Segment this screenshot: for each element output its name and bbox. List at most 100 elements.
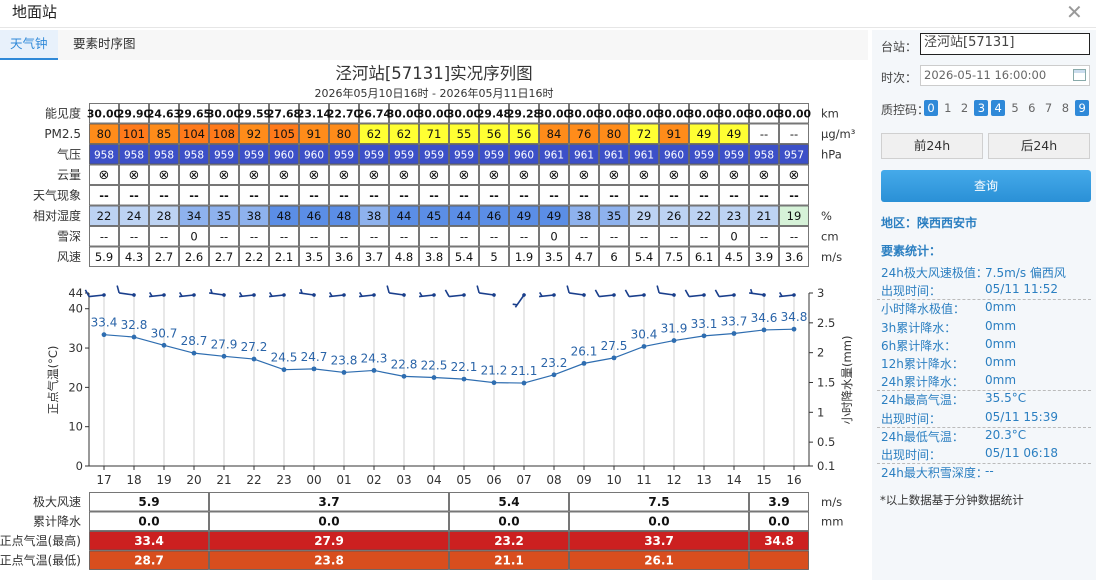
- prev-24h-button[interactable]: 前24h: [881, 133, 983, 159]
- grid-cell-value: --: [340, 230, 348, 244]
- grid-cell: [629, 226, 659, 247]
- grid-cell-value: 5: [490, 250, 497, 264]
- qc-code-7[interactable]: 7: [1044, 101, 1053, 115]
- summary-cell: [749, 531, 809, 551]
- temperature-point: [641, 344, 647, 349]
- stat-value: 7.5m/s 偏西风: [985, 266, 1066, 280]
- grid-cell-value: --: [609, 189, 619, 203]
- qc-code-8[interactable]: 8: [1061, 101, 1070, 115]
- qc-code-3[interactable]: 3: [974, 100, 989, 116]
- time-input[interactable]: 2026-05-11 16:00:00: [920, 65, 1090, 86]
- x-tick-label: 00: [306, 473, 321, 487]
- grid-cell: [329, 123, 359, 144]
- y-tick-label: 44: [68, 286, 83, 300]
- grid-cell-value: --: [699, 189, 709, 203]
- grid-cell: [569, 246, 599, 267]
- weather-clock-chart: 能见度 km30.0029.9024.6329.6530.0029.5927.68…: [0, 103, 856, 570]
- grid-cell-value: 30.00: [567, 108, 601, 121]
- grid-cell-value: 3.5: [545, 250, 563, 264]
- summary-value: 27.9: [314, 534, 344, 548]
- grid-cell: [479, 226, 509, 247]
- temperature-label: 28.7: [181, 334, 208, 348]
- grid-cell: [209, 205, 239, 226]
- grid-cell: [329, 226, 359, 247]
- grid-cell: [659, 123, 689, 144]
- grid-cell-value: 3.6: [335, 250, 353, 264]
- temperature-label: 23.8: [331, 353, 358, 367]
- grid-cell-value: 961: [634, 150, 654, 162]
- grid-cell: [689, 205, 719, 226]
- grid-cell-value: 961: [544, 150, 564, 162]
- temperature-point: [281, 367, 287, 373]
- qc-code-1[interactable]: 1: [944, 101, 952, 115]
- grid-cell: [239, 185, 269, 206]
- grid-cell-value: 961: [574, 150, 594, 162]
- grid-cell: [299, 164, 329, 185]
- qc-code-0[interactable]: 0: [924, 100, 938, 116]
- x-tick-label: 16: [786, 473, 801, 487]
- summary-cell: [209, 511, 449, 531]
- grid-cell-value: 84: [547, 127, 562, 141]
- grid-cell: [299, 123, 329, 144]
- temperature-label: 30.7: [151, 326, 178, 340]
- stat-key: 24h累计降水：: [881, 375, 964, 390]
- grid-cell-value: 3.5: [305, 250, 323, 264]
- grid-cell: [209, 226, 239, 247]
- grid-cell-value: 26: [667, 209, 682, 223]
- grid-cell: [749, 246, 779, 267]
- qc-code-4[interactable]: 4: [991, 100, 1006, 116]
- qc-code-6[interactable]: 6: [1028, 101, 1036, 115]
- y-tick-label: 0: [76, 459, 83, 473]
- wind-barb: [116, 285, 136, 297]
- grid-cell: [299, 205, 329, 226]
- tab-weather-clock[interactable]: 天气钟: [0, 30, 58, 60]
- grid-cell-value: 957: [784, 150, 804, 162]
- grid-cell-value: --: [250, 230, 258, 244]
- grid-cell: [359, 144, 389, 165]
- grid-cell: [449, 246, 479, 267]
- grid-cell-value: ⊗: [519, 168, 530, 183]
- grid-cell-value: --: [220, 230, 228, 244]
- grid-cell: [269, 226, 299, 247]
- grid-cell: [179, 144, 209, 165]
- y-right-tick-label: 0.5: [817, 435, 835, 449]
- next-24h-button[interactable]: 后24h: [988, 133, 1090, 159]
- grid-cell: [689, 185, 719, 206]
- grid-cell: [629, 205, 659, 226]
- grid-cell: [389, 185, 419, 206]
- grid-cell-value: 46: [487, 209, 502, 223]
- grid-cell-value: 959: [484, 150, 504, 162]
- summary-cell: [89, 511, 209, 531]
- tab-bar: 天气钟 要素时序图: [0, 30, 868, 60]
- grid-cell-value: --: [790, 127, 798, 141]
- grid-cell-value: --: [670, 230, 678, 244]
- grid-cell: [389, 123, 419, 144]
- grid-cell-value: 80: [607, 127, 622, 141]
- qc-code-2[interactable]: 2: [960, 101, 969, 115]
- station-input[interactable]: 泾河站[57131]: [920, 33, 1090, 55]
- wind-barb: [178, 292, 196, 298]
- grid-cell-value: --: [760, 127, 768, 141]
- time-value: 2026-05-11 16:00:00: [924, 68, 1047, 82]
- grid-cell-value: 959: [334, 150, 354, 162]
- grid-cell: [659, 205, 689, 226]
- grid-cell: [479, 246, 509, 267]
- qc-code-9[interactable]: 9: [1075, 100, 1090, 116]
- qc-code-5[interactable]: 5: [1011, 101, 1019, 115]
- summary-value: 0.0: [138, 515, 159, 529]
- calendar-icon[interactable]: [1073, 69, 1086, 81]
- grid-cell-value: 0: [730, 230, 737, 244]
- grid-cell: [149, 226, 179, 247]
- stats-divider: [877, 463, 1091, 464]
- grid-cell: [719, 226, 749, 247]
- grid-cell-value: --: [99, 189, 109, 203]
- close-icon[interactable]: ✕: [1066, 0, 1083, 24]
- tab-element-timeseries[interactable]: 要素时序图: [73, 36, 136, 51]
- grid-cell-value: 4.3: [125, 250, 143, 264]
- grid-cell-value: --: [729, 189, 739, 203]
- query-button[interactable]: 查询: [881, 170, 1091, 202]
- grid-cell: [89, 144, 119, 165]
- wind-barb: [299, 288, 316, 297]
- grid-cell: [539, 123, 569, 144]
- temperature-point: [731, 331, 737, 336]
